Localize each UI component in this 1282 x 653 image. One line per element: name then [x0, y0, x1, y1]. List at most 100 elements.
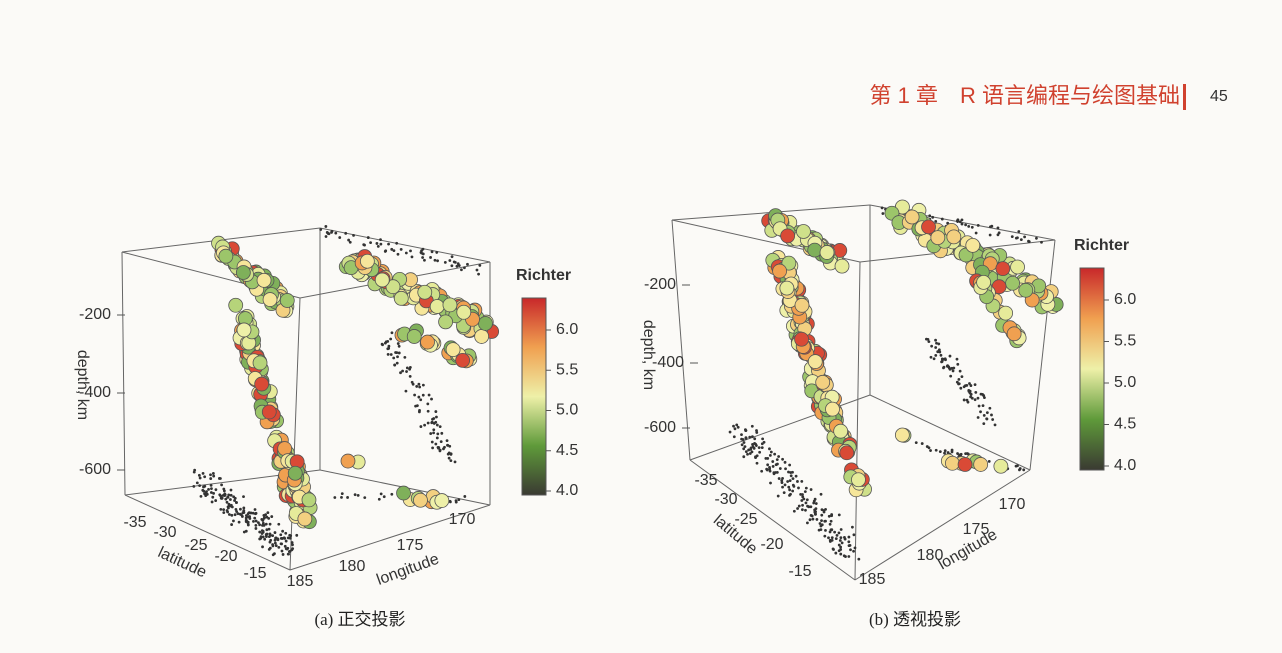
- scatter-dot: [246, 512, 250, 515]
- scatter-dot: [271, 543, 275, 546]
- scatter-dot: [932, 357, 936, 361]
- scatter-dot: [242, 506, 246, 510]
- scatter-point: [420, 334, 435, 350]
- scatter-dot: [222, 511, 226, 515]
- scatter-dot: [740, 443, 744, 447]
- scatter-dot: [813, 511, 817, 515]
- scatter-dot: [839, 528, 843, 531]
- scatter-dot: [457, 498, 461, 502]
- scatter-dot: [827, 514, 831, 518]
- scatter-dot: [439, 440, 443, 444]
- scatter-dot: [245, 514, 248, 517]
- z-tick-label: -600: [79, 461, 111, 478]
- scatter-dot: [843, 536, 846, 539]
- scatter-point: [998, 305, 1014, 321]
- scatter-dot: [408, 365, 412, 369]
- scatter-dot: [198, 484, 202, 488]
- scatter-dot: [786, 480, 790, 483]
- scatter-dot: [266, 511, 270, 515]
- scatter-dot: [288, 533, 292, 537]
- scatter-dot: [449, 452, 453, 456]
- scatter-point: [429, 299, 445, 314]
- scatter-dot: [324, 235, 328, 238]
- scatter-dot: [805, 498, 809, 502]
- scatter-dot: [229, 498, 232, 501]
- scatter-dot: [935, 341, 938, 345]
- scatter-dot: [776, 494, 780, 498]
- scatter-dot: [411, 382, 415, 386]
- scatter-dot: [976, 223, 980, 227]
- scatter-dot: [334, 231, 338, 235]
- scatter-dot: [938, 450, 942, 453]
- scatter-dot: [824, 508, 827, 511]
- x-tick-label: -35: [123, 514, 146, 531]
- scatter-dot: [1017, 230, 1021, 233]
- scatter-dot: [463, 266, 466, 270]
- scatter-dot: [277, 522, 281, 526]
- scatter-dot: [438, 448, 442, 452]
- scatter-point: [807, 242, 823, 258]
- scatter-dot: [210, 500, 214, 504]
- scatter-dot: [390, 247, 394, 251]
- scatter-dot: [958, 369, 962, 373]
- scatter-dot: [780, 481, 784, 484]
- scatter-dot: [766, 457, 770, 460]
- y-tick-label: 170: [449, 511, 476, 528]
- scatter-dot: [830, 514, 834, 518]
- scatter-dot: [834, 551, 838, 555]
- scatter-dot: [783, 483, 787, 487]
- scatter-dot: [253, 508, 257, 511]
- scatter-dot: [393, 363, 397, 367]
- scatter-dot: [346, 496, 349, 499]
- scatter-point: [794, 297, 810, 313]
- scatter-dot: [951, 369, 955, 373]
- scatter-dot: [960, 222, 964, 226]
- scatter-dot: [426, 409, 430, 413]
- scatter-dot: [733, 427, 737, 431]
- scatter-dot: [390, 492, 394, 496]
- scatter-dot: [283, 544, 287, 548]
- scatter-dot: [265, 532, 268, 536]
- box-edge: [671, 219, 691, 461]
- scatter-dot: [440, 431, 444, 435]
- scatter-dot: [732, 424, 735, 428]
- scatter-dot: [957, 382, 960, 386]
- scatter-dot: [997, 231, 1001, 235]
- scatter-dot: [847, 544, 851, 548]
- colorbar-label: 4.0: [1114, 457, 1136, 474]
- scatter-dot: [839, 548, 843, 551]
- scatter-dot: [242, 509, 246, 512]
- scatter-dot: [820, 508, 824, 512]
- scatter-dot: [261, 519, 265, 522]
- scatter-dot: [835, 534, 839, 537]
- scatter-dot: [413, 393, 417, 397]
- scatter-dot: [324, 225, 328, 228]
- scatter-dot: [801, 495, 805, 499]
- scatter-dot: [837, 531, 841, 535]
- scatter-dot: [246, 523, 250, 527]
- scatter-point: [254, 376, 270, 392]
- scatter-dot: [221, 493, 225, 497]
- scatter-dot: [820, 513, 824, 517]
- colorbar-label: 5.5: [556, 361, 578, 378]
- scatter-dot: [233, 513, 237, 517]
- z-tick-label: -600: [644, 419, 676, 436]
- scatter-dot: [982, 413, 986, 417]
- y-axis-label: longitude: [374, 551, 441, 589]
- scatter-dot: [813, 497, 817, 501]
- scatter-dot: [956, 452, 959, 455]
- scatter-dot: [744, 428, 747, 431]
- scatter-dot: [957, 378, 961, 381]
- scatter-dot: [438, 425, 442, 429]
- scatter-dot: [291, 543, 294, 547]
- box-edge: [854, 261, 861, 581]
- scatter-dot: [330, 230, 333, 234]
- scatter-dot: [405, 370, 408, 373]
- scatter-dot: [415, 385, 419, 388]
- scatter-dot: [989, 225, 992, 229]
- scatter-dot: [766, 463, 770, 467]
- scatter-dot: [222, 489, 226, 493]
- scatter-dot: [399, 371, 402, 375]
- scatter-dot: [375, 242, 379, 245]
